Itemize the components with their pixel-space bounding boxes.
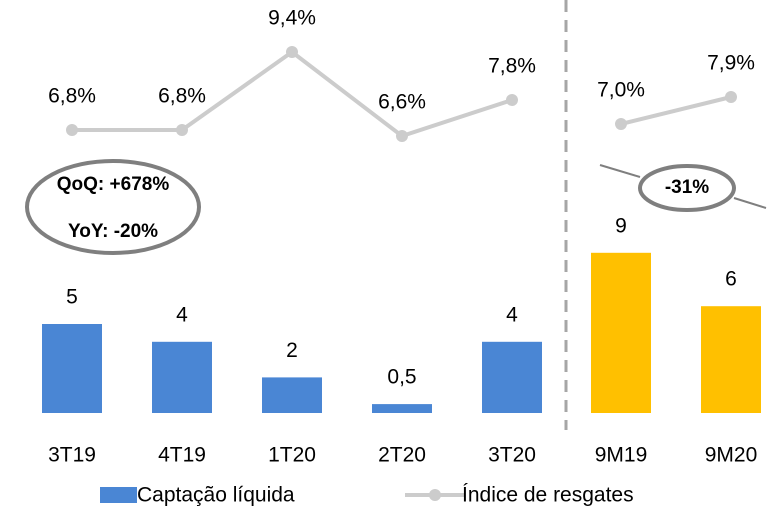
line-marker	[506, 94, 518, 106]
bar	[701, 306, 761, 413]
data-label: 7,8%	[488, 55, 536, 78]
annotation: QoQ: +678%	[57, 174, 170, 195]
line-marker	[286, 46, 298, 58]
annotation-ellipse	[638, 164, 736, 212]
legend-label: Captação líquida	[137, 484, 295, 507]
data-label: 4	[176, 303, 188, 326]
x-tick-label: 4T19	[158, 444, 206, 467]
x-tick-label: 1T20	[268, 444, 316, 467]
line-marker	[615, 118, 627, 130]
line-marker	[176, 124, 188, 136]
data-label: 6	[725, 268, 737, 291]
x-tick-label: 3T20	[488, 444, 536, 467]
bar	[372, 404, 432, 413]
data-label: 6,8%	[158, 85, 206, 108]
annotation-arrow	[733, 197, 767, 209]
line-marker	[725, 91, 737, 103]
data-label: 7,0%	[597, 79, 645, 102]
data-label: 5	[66, 286, 78, 309]
line	[72, 49, 513, 139]
line	[620, 95, 732, 126]
x-tick-label: 2T20	[378, 444, 426, 467]
bar	[591, 252, 651, 413]
data-label: 6,8%	[48, 85, 96, 108]
legend-label: Índice de resgates	[462, 484, 634, 507]
annotation-ellipse	[25, 159, 201, 255]
data-label: 2	[286, 339, 298, 362]
line-marker	[396, 130, 408, 142]
x-tick-label: 9M19	[595, 444, 648, 467]
x-tick-label: 9M20	[705, 444, 758, 467]
annotation: YoY: -20%	[68, 221, 158, 242]
data-label: 9,4%	[268, 7, 316, 30]
bar	[262, 377, 322, 413]
data-label: 0,5	[387, 366, 416, 389]
annotation-arrow	[599, 164, 641, 178]
line-marker	[66, 124, 78, 136]
x-tick-label: 3T19	[48, 444, 96, 467]
legend-swatch	[100, 487, 137, 503]
data-label: 9	[615, 214, 627, 237]
bar	[482, 341, 542, 413]
data-label: 7,9%	[707, 52, 755, 75]
bar	[152, 341, 212, 413]
data-label: 4	[506, 303, 518, 326]
legend-swatch	[429, 489, 441, 501]
data-label: 6,6%	[378, 91, 426, 114]
bar	[42, 324, 102, 413]
annotation: -31%	[665, 177, 709, 198]
